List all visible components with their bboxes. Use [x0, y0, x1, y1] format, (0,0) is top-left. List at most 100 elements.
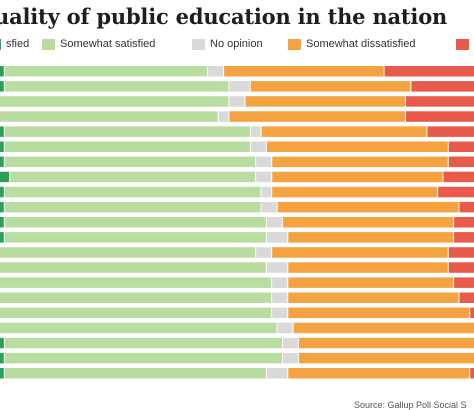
bar-somewhat-satisfied-row-3 — [0, 96, 229, 107]
bar-very-satisfied-row-2 — [0, 81, 4, 92]
legend-swatch-somewhat-satisfied — [42, 38, 55, 50]
legend-swatch-very-dissatisfied — [456, 38, 469, 50]
legend-label-somewhat-satisfied: Somewhat satisfied — [60, 38, 156, 50]
bar-somewhat-dissatisfied-row-4 — [229, 111, 405, 122]
legend-label-no-opinion: No opinion — [210, 38, 263, 50]
bar-somewhat-satisfied-row-5 — [4, 126, 250, 137]
bar-somewhat-satisfied-row-17 — [0, 307, 272, 319]
bar-somewhat-dissatisfied-row-5 — [261, 126, 427, 137]
bar-somewhat-satisfied-row-13 — [0, 247, 256, 258]
bar-no-opinion-row-21 — [266, 368, 288, 379]
bar-very-satisfied-row-10 — [0, 201, 4, 213]
legend-item-very-satisfied: sfied — [0, 38, 29, 50]
bar-somewhat-dissatisfied-row-12 — [288, 232, 454, 243]
legend: sfied Somewhat satisfied No opinion Some… — [0, 38, 474, 54]
chart-title: uality of public education in the nation — [0, 4, 448, 29]
bar-very-satisfied-row-1 — [0, 66, 4, 77]
bar-no-opinion-row-13 — [256, 247, 272, 258]
bar-no-opinion-row-20 — [282, 352, 298, 364]
bar-very-dissatisfied-row-21 — [470, 368, 474, 379]
bar-no-opinion-row-12 — [266, 232, 288, 243]
bar-very-dissatisfied-row-11 — [454, 217, 474, 228]
bar-somewhat-satisfied-row-10 — [4, 201, 261, 213]
bar-no-opinion-row-19 — [282, 337, 298, 349]
bar-no-opinion-row-11 — [266, 217, 282, 228]
bar-very-dissatisfied-row-7 — [448, 156, 474, 168]
bar-somewhat-satisfied-row-2 — [4, 81, 229, 92]
bar-very-dissatisfied-row-15 — [454, 277, 474, 288]
bar-very-dissatisfied-row-6 — [448, 141, 474, 152]
bar-very-satisfied-row-7 — [0, 156, 4, 168]
bar-very-dissatisfied-row-16 — [459, 292, 474, 303]
bar-somewhat-satisfied-row-8 — [10, 171, 256, 183]
bar-no-opinion-row-5 — [250, 126, 261, 137]
legend-label-somewhat-dissatisfied: Somewhat dissatisfied — [306, 38, 416, 50]
bar-somewhat-dissatisfied-row-11 — [282, 217, 454, 228]
bar-somewhat-satisfied-row-15 — [0, 277, 272, 288]
bar-very-dissatisfied-row-17 — [470, 307, 474, 319]
bar-very-dissatisfied-row-13 — [448, 247, 474, 258]
bar-somewhat-dissatisfied-row-9 — [272, 186, 437, 198]
bar-no-opinion-row-18 — [277, 322, 293, 334]
bar-somewhat-satisfied-row-7 — [4, 156, 256, 168]
legend-swatch-no-opinion — [192, 38, 205, 50]
bar-very-satisfied-row-12 — [0, 232, 4, 243]
bar-very-satisfied-row-6 — [0, 141, 4, 152]
bar-no-opinion-row-16 — [272, 292, 288, 303]
bar-no-opinion-row-7 — [256, 156, 272, 168]
bar-no-opinion-row-14 — [266, 262, 288, 273]
bar-somewhat-dissatisfied-row-8 — [272, 171, 443, 183]
bar-somewhat-satisfied-row-12 — [4, 232, 266, 243]
bar-somewhat-satisfied-row-19 — [4, 337, 283, 349]
bar-somewhat-dissatisfied-row-6 — [266, 141, 448, 152]
bar-somewhat-satisfied-row-18 — [0, 322, 277, 334]
legend-item-somewhat-dissatisfied: Somewhat dissatisfied — [288, 38, 415, 50]
bar-somewhat-satisfied-row-4 — [0, 111, 218, 122]
legend-swatch-somewhat-dissatisfied — [288, 38, 301, 50]
bar-somewhat-satisfied-row-9 — [4, 186, 261, 198]
bar-somewhat-dissatisfied-row-1 — [224, 66, 384, 77]
bar-somewhat-dissatisfied-row-2 — [250, 81, 411, 92]
bar-no-opinion-row-1 — [208, 66, 223, 77]
legend-swatch-very-satisfied — [0, 38, 1, 50]
bar-very-dissatisfied-row-8 — [443, 171, 474, 183]
bar-somewhat-dissatisfied-row-16 — [288, 292, 459, 303]
bar-no-opinion-row-2 — [229, 81, 250, 92]
bar-no-opinion-row-6 — [250, 141, 266, 152]
bar-no-opinion-row-3 — [229, 96, 245, 107]
bar-very-dissatisfied-row-9 — [438, 186, 474, 198]
bar-no-opinion-row-10 — [261, 201, 277, 213]
bar-very-satisfied-row-21 — [0, 368, 4, 379]
bar-somewhat-dissatisfied-row-20 — [299, 352, 474, 364]
bar-very-satisfied-row-9 — [0, 186, 4, 198]
bar-somewhat-satisfied-row-16 — [0, 292, 272, 303]
bar-somewhat-dissatisfied-row-13 — [272, 247, 448, 258]
bar-no-opinion-row-17 — [272, 307, 288, 319]
bar-very-dissatisfied-row-3 — [406, 96, 474, 107]
bar-very-satisfied-row-8 — [0, 171, 10, 183]
bar-somewhat-satisfied-row-20 — [4, 352, 283, 364]
bar-very-dissatisfied-row-10 — [459, 201, 474, 213]
bar-very-dissatisfied-row-4 — [406, 111, 474, 122]
bar-very-satisfied-row-20 — [0, 352, 4, 364]
bar-somewhat-satisfied-row-6 — [4, 141, 250, 152]
bar-somewhat-dissatisfied-row-7 — [272, 156, 448, 168]
bar-very-dissatisfied-row-14 — [448, 262, 474, 273]
legend-item-somewhat-satisfied: Somewhat satisfied — [42, 38, 155, 50]
legend-item-no-opinion: No opinion — [192, 38, 263, 50]
bar-somewhat-satisfied-row-1 — [4, 66, 208, 77]
bar-very-dissatisfied-row-2 — [411, 81, 474, 92]
bar-somewhat-dissatisfied-row-3 — [245, 96, 405, 107]
bar-very-dissatisfied-row-12 — [454, 232, 474, 243]
bar-somewhat-satisfied-row-14 — [0, 262, 266, 273]
bar-somewhat-dissatisfied-row-21 — [288, 368, 470, 379]
bar-somewhat-dissatisfied-row-14 — [288, 262, 448, 273]
bar-very-satisfied-row-19 — [0, 337, 4, 349]
bar-no-opinion-row-9 — [261, 186, 272, 198]
bar-somewhat-dissatisfied-row-18 — [293, 322, 474, 334]
bar-very-dissatisfied-row-5 — [427, 126, 474, 137]
bar-somewhat-dissatisfied-row-15 — [288, 277, 454, 288]
bar-no-opinion-row-4 — [218, 111, 229, 122]
bar-very-satisfied-row-5 — [0, 126, 4, 137]
legend-item-very-dissatisfied: V — [456, 38, 474, 50]
